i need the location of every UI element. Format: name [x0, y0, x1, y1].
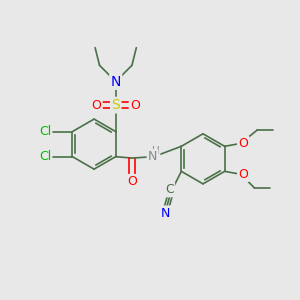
Text: Cl: Cl — [39, 125, 51, 138]
Text: N: N — [161, 207, 170, 220]
Text: Cl: Cl — [39, 150, 51, 163]
Text: O: O — [127, 175, 137, 188]
Text: O: O — [92, 99, 101, 112]
Text: N: N — [110, 74, 121, 88]
Text: C: C — [165, 183, 174, 196]
Text: O: O — [238, 168, 248, 181]
Text: O: O — [238, 137, 248, 150]
Text: S: S — [111, 98, 120, 112]
Text: N: N — [148, 150, 157, 163]
Text: H: H — [152, 146, 159, 156]
Text: O: O — [130, 99, 140, 112]
